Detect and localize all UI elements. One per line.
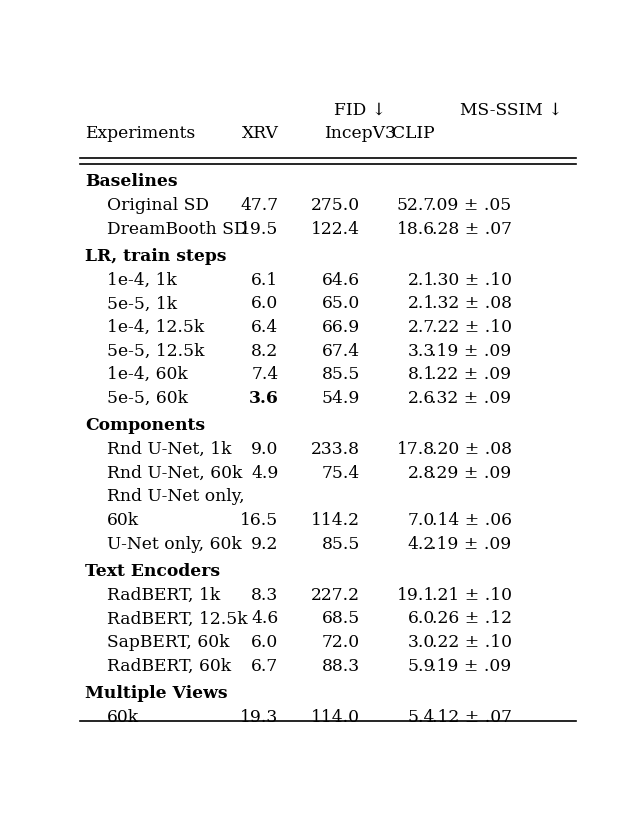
Text: 5e-5, 60k: 5e-5, 60k [108,390,188,407]
Text: 114.2: 114.2 [311,512,360,529]
Text: .21 ± .10: .21 ± .10 [431,586,511,604]
Text: RadBERT, 12.5k: RadBERT, 12.5k [108,610,248,627]
Text: 275.0: 275.0 [311,197,360,214]
Text: 16.5: 16.5 [240,512,278,529]
Text: 122.4: 122.4 [311,220,360,238]
Text: .19 ± .09: .19 ± .09 [431,658,511,675]
Text: .22 ± .09: .22 ± .09 [431,366,511,383]
Text: Text Encoders: Text Encoders [85,563,220,580]
Text: MS-SSIM ↓: MS-SSIM ↓ [460,102,563,119]
Text: 5.4: 5.4 [407,708,435,726]
Text: Multiple Views: Multiple Views [85,685,228,702]
Text: 2.8: 2.8 [408,464,435,482]
Text: 2.7: 2.7 [408,319,435,336]
Text: LR, train steps: LR, train steps [85,248,227,265]
Text: 4.6: 4.6 [251,610,278,627]
Text: Rnd U-Net, 1k: Rnd U-Net, 1k [108,441,232,458]
Text: 60k: 60k [108,512,140,529]
Text: 67.4: 67.4 [322,342,360,360]
Text: 2.1: 2.1 [408,272,435,289]
Text: U-Net only, 60k: U-Net only, 60k [108,536,242,553]
Text: 8.1: 8.1 [408,366,435,383]
Text: .26 ± .12: .26 ± .12 [431,610,511,627]
Text: .19 ± .09: .19 ± .09 [431,536,511,553]
Text: 85.5: 85.5 [322,536,360,553]
Text: 6.0: 6.0 [251,296,278,312]
Text: Baselines: Baselines [85,174,177,190]
Text: .20 ± .08: .20 ± .08 [431,441,511,458]
Text: 7.4: 7.4 [251,366,278,383]
Text: Components: Components [85,418,205,434]
Text: XRV: XRV [241,125,278,143]
Text: 6.1: 6.1 [251,272,278,289]
Text: 4.9: 4.9 [251,464,278,482]
Text: .14 ± .06: .14 ± .06 [431,512,511,529]
Text: 114.0: 114.0 [311,708,360,726]
Text: .30 ± .10: .30 ± .10 [431,272,511,289]
Text: 6.0: 6.0 [408,610,435,627]
Text: 85.5: 85.5 [322,366,360,383]
Text: .22 ± .10: .22 ± .10 [431,319,511,336]
Text: 19.1: 19.1 [396,586,435,604]
Text: 88.3: 88.3 [322,658,360,675]
Text: 64.6: 64.6 [322,272,360,289]
Text: Rnd U-Net only,: Rnd U-Net only, [108,488,245,505]
Text: 19.5: 19.5 [240,220,278,238]
Text: .29 ± .09: .29 ± .09 [431,464,511,482]
Text: 75.4: 75.4 [322,464,360,482]
Text: 47.7: 47.7 [240,197,278,214]
Text: Rnd U-Net, 60k: Rnd U-Net, 60k [108,464,243,482]
Text: 19.3: 19.3 [240,708,278,726]
Text: .28 ± .07: .28 ± .07 [431,220,511,238]
Text: RadBERT, 1k: RadBERT, 1k [108,586,221,604]
Text: 3.0: 3.0 [408,634,435,651]
Text: 2.1: 2.1 [408,296,435,312]
Text: .32 ± .09: .32 ± .09 [431,390,511,407]
Text: 6.4: 6.4 [251,319,278,336]
Text: FID ↓: FID ↓ [334,102,387,119]
Text: 65.0: 65.0 [322,296,360,312]
Text: 8.3: 8.3 [251,586,278,604]
Text: 68.5: 68.5 [322,610,360,627]
Text: SapBERT, 60k: SapBERT, 60k [108,634,230,651]
Text: 5e-5, 12.5k: 5e-5, 12.5k [108,342,205,360]
Text: CLIP: CLIP [392,125,435,143]
Text: .12 ± .07: .12 ± .07 [431,708,511,726]
Text: Original SD: Original SD [108,197,209,214]
Text: 1e-4, 60k: 1e-4, 60k [108,366,188,383]
Text: 18.6: 18.6 [397,220,435,238]
Text: 7.0: 7.0 [408,512,435,529]
Text: RadBERT, 60k: RadBERT, 60k [108,658,232,675]
Text: 17.8: 17.8 [397,441,435,458]
Text: 9.2: 9.2 [251,536,278,553]
Text: 227.2: 227.2 [311,586,360,604]
Text: 2.6: 2.6 [408,390,435,407]
Text: 54.9: 54.9 [322,390,360,407]
Text: 4.2: 4.2 [408,536,435,553]
Text: 9.0: 9.0 [251,441,278,458]
Text: 1e-4, 12.5k: 1e-4, 12.5k [108,319,205,336]
Text: 8.2: 8.2 [251,342,278,360]
Text: .22 ± .10: .22 ± .10 [431,634,511,651]
Text: 72.0: 72.0 [322,634,360,651]
Text: 233.8: 233.8 [311,441,360,458]
Text: 6.7: 6.7 [251,658,278,675]
Text: .32 ± .08: .32 ± .08 [431,296,511,312]
Text: 66.9: 66.9 [322,319,360,336]
Text: DreamBooth SD: DreamBooth SD [108,220,248,238]
Text: .19 ± .09: .19 ± .09 [431,342,511,360]
Text: 6.0: 6.0 [251,634,278,651]
Text: 3.6: 3.6 [248,390,278,407]
Text: 5e-5, 1k: 5e-5, 1k [108,296,177,312]
Text: 3.3: 3.3 [408,342,435,360]
Text: .09 ± .05: .09 ± .05 [431,197,511,214]
Text: 1e-4, 1k: 1e-4, 1k [108,272,177,289]
Text: 60k: 60k [108,708,140,726]
Text: Experiments: Experiments [85,125,195,143]
Text: IncepV3: IncepV3 [324,125,396,143]
Text: 5.9: 5.9 [407,658,435,675]
Text: 52.7: 52.7 [396,197,435,214]
